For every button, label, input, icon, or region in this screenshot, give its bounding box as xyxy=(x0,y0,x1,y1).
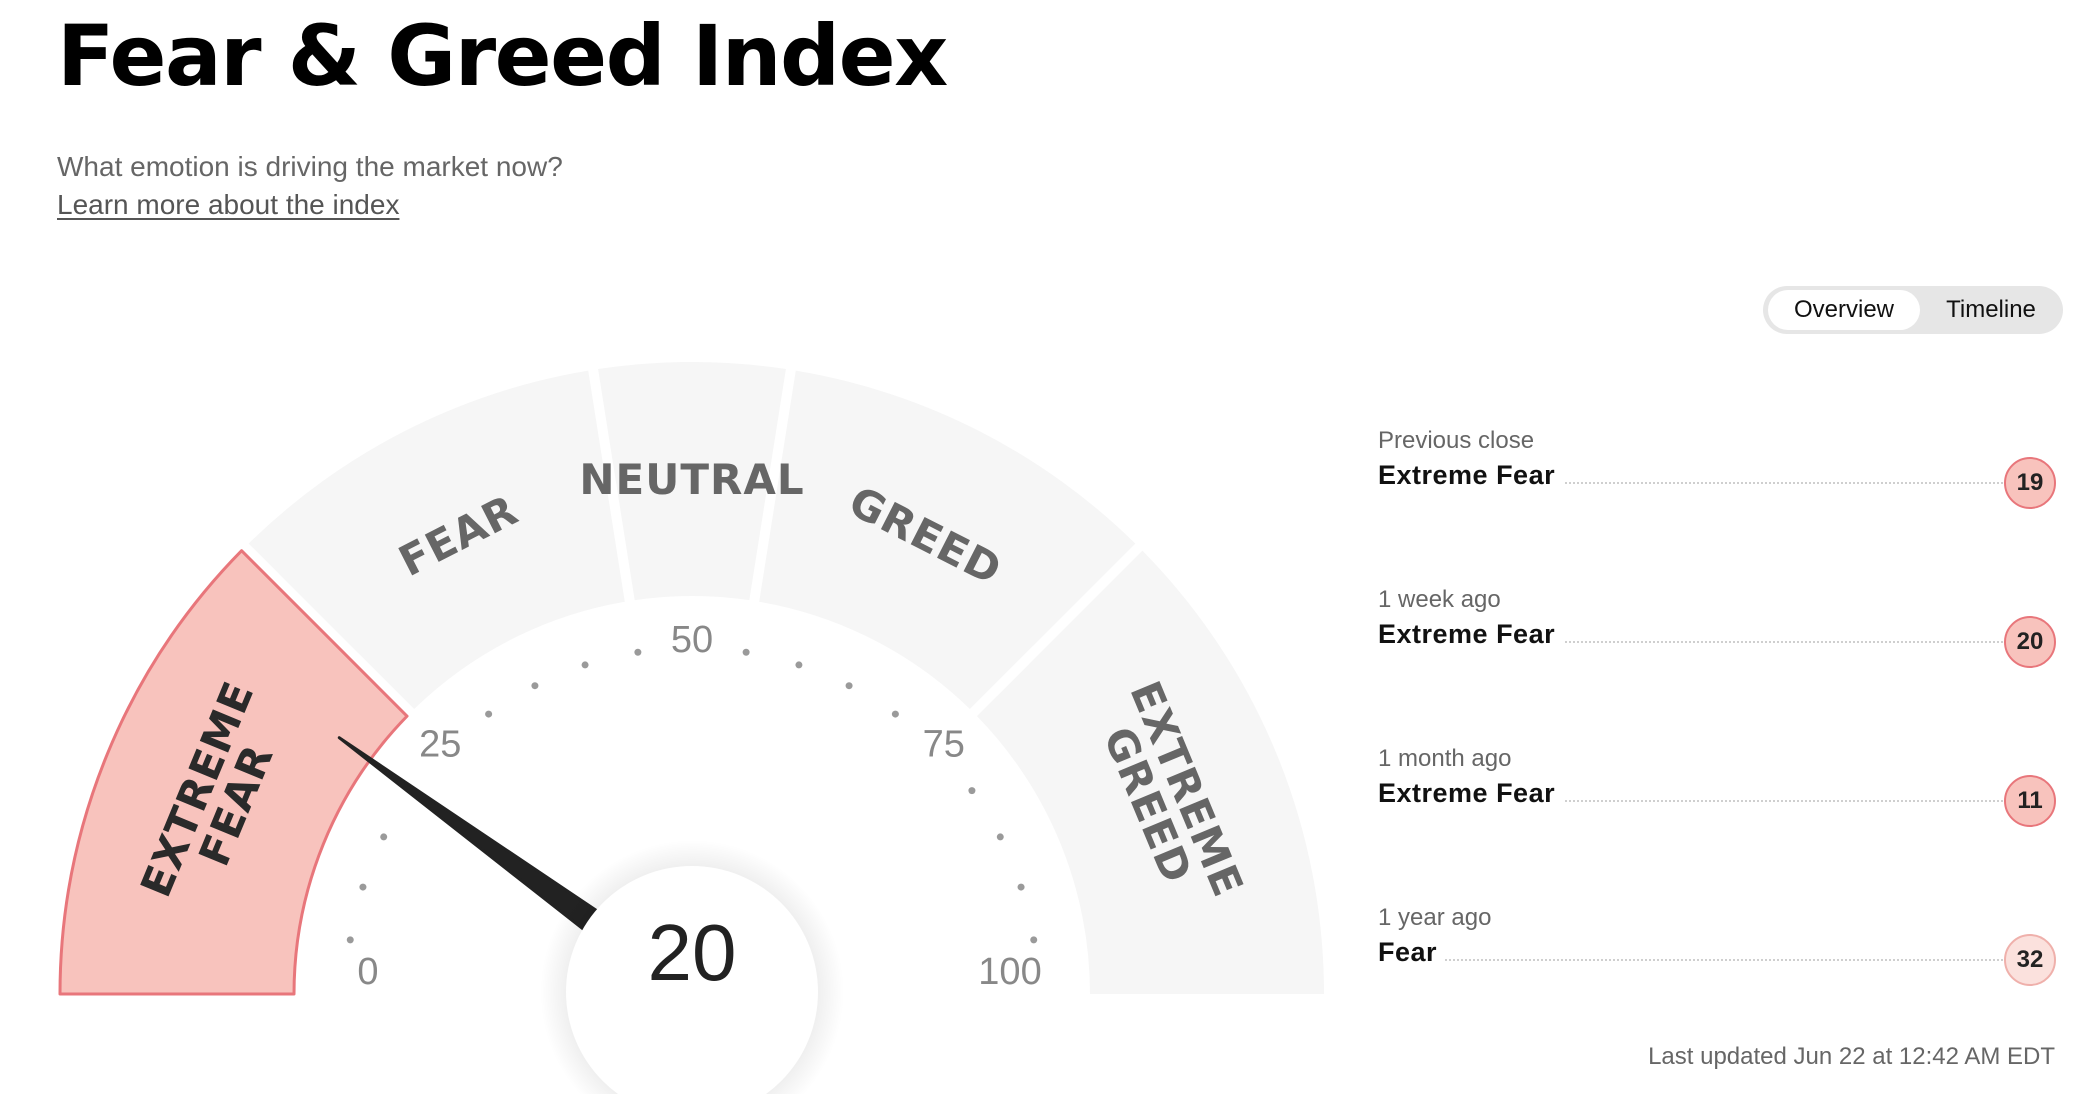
scale-dot xyxy=(485,710,493,718)
page-subtitle: What emotion is driving the market now? xyxy=(57,151,563,182)
scale-tick-label: 0 xyxy=(357,951,378,993)
segment-neutral xyxy=(598,362,786,601)
view-toggle: Overview Timeline xyxy=(1763,286,2063,334)
history-label: Extreme Fear xyxy=(1378,618,1564,651)
dotted-leader xyxy=(1378,641,2010,643)
history-label: Extreme Fear xyxy=(1378,777,1564,810)
history-score-badge: 11 xyxy=(2004,775,2056,827)
page-title: Fear & Greed Index xyxy=(57,7,948,105)
history-previous-close: Previous close Extreme Fear 19 xyxy=(1378,427,2056,527)
gauge-hub xyxy=(566,866,818,1094)
history-score-badge: 20 xyxy=(2004,616,2056,668)
scale-dot xyxy=(531,682,539,690)
dotted-leader xyxy=(1378,482,2010,484)
scale-dot xyxy=(845,682,853,690)
scale-dot xyxy=(380,833,388,841)
scale-dot xyxy=(1017,883,1025,891)
history-1-week-ago: 1 week ago Extreme Fear 20 xyxy=(1378,586,2056,686)
history-score-badge: 19 xyxy=(2004,457,2056,509)
segment-extreme-fear xyxy=(58,549,409,996)
scale-dot xyxy=(346,936,354,944)
timeline-tab[interactable]: Timeline xyxy=(1946,296,2036,323)
last-updated: Last updated Jun 22 at 12:42 AM EDT xyxy=(1648,1043,2055,1070)
dotted-leader xyxy=(1378,959,2010,961)
scale-dot xyxy=(581,661,589,669)
dotted-leader xyxy=(1378,800,2010,802)
scale-dot xyxy=(634,648,642,656)
history-label: Fear xyxy=(1378,936,1446,969)
segment-label-neutral: NEUTRAL xyxy=(579,455,804,504)
scale-dot xyxy=(1030,936,1038,944)
scale-dot xyxy=(359,883,367,891)
overview-tab[interactable]: Overview xyxy=(1768,290,1920,330)
history-when: Previous close xyxy=(1378,427,1535,454)
segment-extreme-greed xyxy=(976,550,1324,994)
scale-tick-label: 75 xyxy=(923,723,965,765)
gauge-value: 20 xyxy=(648,908,737,997)
history-when: 1 month ago xyxy=(1378,745,1512,772)
history-label: Extreme Fear xyxy=(1378,459,1564,492)
learn-more-link[interactable]: Learn more about the index xyxy=(57,189,400,220)
scale-dot xyxy=(795,661,803,669)
segment-greed xyxy=(759,370,1136,710)
history-1-year-ago: 1 year ago Fear 32 xyxy=(1378,904,2056,1004)
scale-tick-label: 25 xyxy=(419,723,461,765)
history-when: 1 week ago xyxy=(1378,586,1501,613)
scale-dot xyxy=(742,648,750,656)
scale-tick-label: 50 xyxy=(671,619,713,661)
scale-dot xyxy=(891,710,899,718)
history-score-badge: 32 xyxy=(2004,934,2056,986)
history-1-month-ago: 1 month ago Extreme Fear 11 xyxy=(1378,745,2056,845)
history-when: 1 year ago xyxy=(1378,904,1492,931)
scale-tick-label: 100 xyxy=(978,951,1041,993)
scale-dot xyxy=(996,833,1004,841)
segment-fear xyxy=(248,370,625,710)
scale-dot xyxy=(968,787,976,795)
